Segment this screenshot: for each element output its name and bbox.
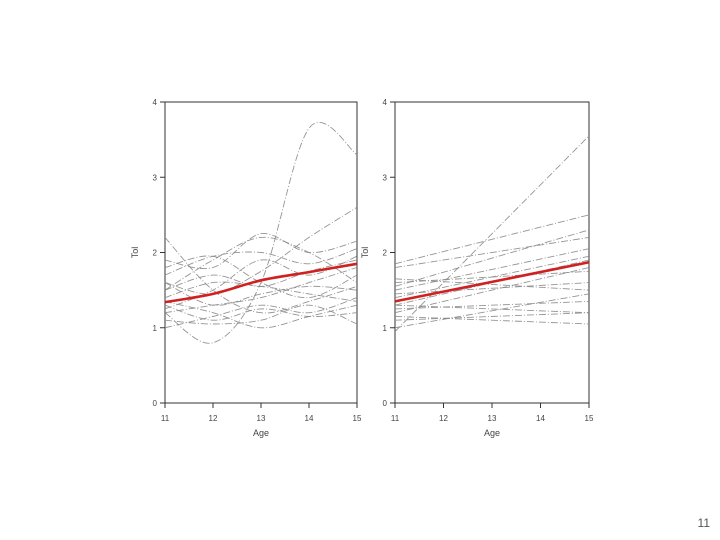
individual-trajectory-line	[394, 237, 590, 268]
x-tick-label: 11	[161, 414, 170, 423]
mean-trajectory-line	[164, 262, 358, 304]
individual-trajectory-line	[164, 233, 358, 269]
x-tick-label: 15	[353, 414, 362, 423]
individual-trajectory-line	[164, 259, 358, 291]
individual-trajectory-line	[394, 312, 590, 321]
x-tick-label: 14	[536, 414, 545, 423]
x-tick-label: 14	[305, 414, 314, 423]
y-tick-label: 1	[153, 324, 158, 333]
individual-trajectory-line	[394, 248, 590, 291]
x-tick-label: 13	[488, 414, 497, 423]
individual-trajectory-line	[394, 282, 590, 295]
y-tick-label: 0	[153, 399, 158, 408]
individual-trajectory-line	[394, 229, 590, 287]
individual-trajectory-line	[394, 316, 590, 325]
individual-trajectory-line	[164, 236, 358, 291]
y-axis-label: Tol	[360, 247, 370, 259]
x-tick-label: 15	[585, 414, 594, 423]
y-tick-label: 0	[383, 399, 388, 408]
y-tick-label: 1	[383, 324, 388, 333]
individual-trajectory-line	[164, 237, 358, 314]
individual-trajectory-line	[394, 278, 590, 291]
individual-trajectory-line	[394, 304, 590, 314]
x-tick-label: 13	[257, 414, 266, 423]
individual-trajectory-line	[394, 300, 590, 310]
individual-trajectory-line	[394, 135, 590, 332]
individual-trajectory-line	[164, 206, 358, 295]
y-tick-label: 3	[153, 173, 158, 182]
x-tick-label: 12	[209, 414, 218, 423]
individual-trajectory-line	[164, 248, 358, 276]
individual-trajectory-line	[394, 267, 590, 314]
mean-trajectory-line	[394, 261, 590, 303]
individual-trajectory-line	[164, 304, 358, 325]
individual-trajectory-line	[164, 297, 358, 329]
individual-trajectory-line	[164, 282, 358, 306]
y-tick-label: 2	[383, 249, 388, 258]
individual-trajectory-line	[164, 255, 358, 299]
x-tick-label: 11	[391, 414, 400, 423]
y-tick-label: 4	[383, 98, 388, 107]
y-tick-label: 2	[153, 249, 158, 258]
individual-trajectory-line	[394, 214, 590, 265]
y-axis-label: Tol	[130, 247, 140, 259]
x-axis-label: Age	[253, 428, 269, 438]
individual-trajectory-line	[164, 267, 358, 314]
individual-trajectory-line	[164, 304, 358, 321]
individual-trajectory-line	[164, 122, 358, 344]
x-tick-label: 12	[439, 414, 448, 423]
y-tick-label: 4	[153, 98, 158, 107]
individual-trajectory-line	[394, 270, 590, 284]
individual-trajectory-line	[394, 293, 590, 329]
individual-trajectory-line	[164, 300, 358, 329]
slide-page-number: 11	[697, 516, 710, 530]
x-axis-label: Age	[484, 428, 500, 438]
individual-trajectory-line	[164, 255, 358, 310]
y-tick-label: 3	[383, 173, 388, 182]
